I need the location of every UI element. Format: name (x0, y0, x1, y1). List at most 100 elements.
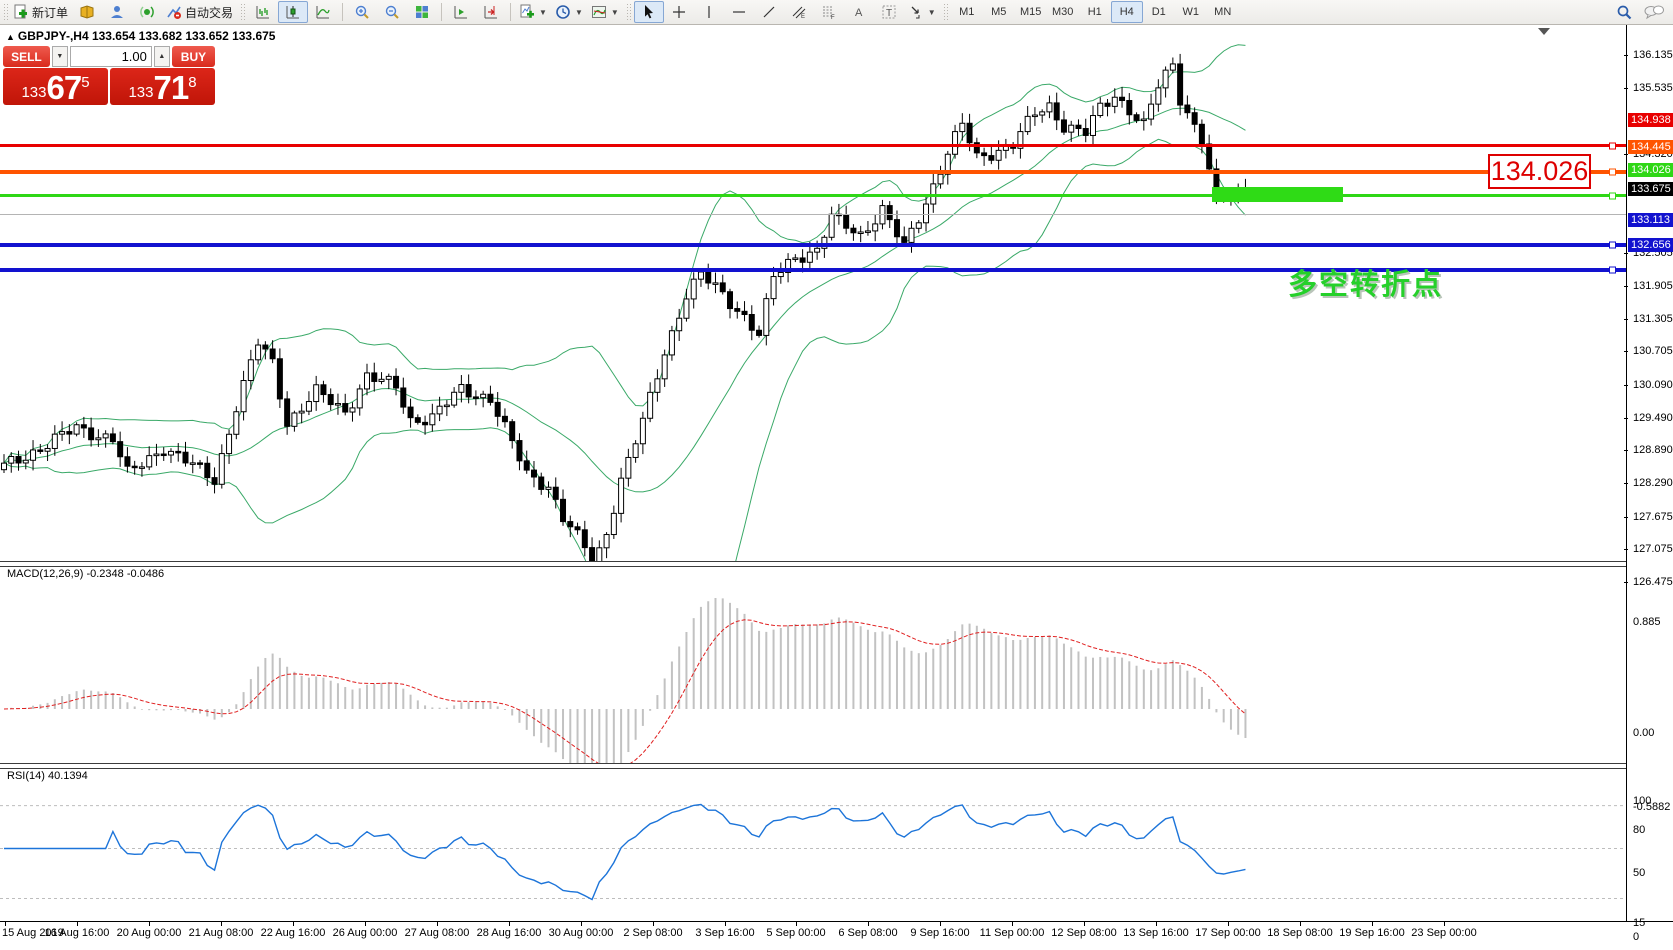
price-annotation-box[interactable]: 134.026 (1488, 154, 1591, 189)
timeframe-button-m30[interactable]: M30 (1052, 6, 1074, 18)
trendline-icon (763, 6, 775, 18)
sell-button[interactable]: SELL (3, 46, 50, 67)
candle (385, 373, 392, 390)
time-axis-label: 28 Aug 16:00 (476, 927, 542, 939)
candle (516, 433, 523, 471)
candle (1148, 93, 1155, 126)
horizontal-line-tool-button[interactable] (724, 1, 754, 23)
horizontal-line-object[interactable] (0, 214, 1626, 215)
equidistant-channel-tool-button[interactable]: E (784, 1, 814, 23)
text-label-tool-button[interactable]: T (874, 1, 904, 23)
candlestick-mode-button[interactable] (278, 1, 309, 23)
time-axis-tick (940, 922, 941, 926)
pane-splitter[interactable] (0, 763, 1673, 769)
zoom-in-button[interactable] (347, 1, 377, 23)
price-axis[interactable]: 136.135 135.535 134.320 132.505 131.905 131.3… (1624, 25, 1673, 921)
autotrading-button[interactable]: 自动交易 (162, 1, 237, 23)
line-chart-mode-button[interactable] (308, 1, 338, 23)
horizontal-line-icon (732, 11, 745, 13)
hline-anchor-handle[interactable] (1609, 241, 1616, 249)
turning-point-annotation[interactable]: 多空转折点 (1288, 269, 1444, 301)
time-axis-tick (868, 922, 869, 926)
zoom-out-button[interactable] (377, 1, 407, 23)
indicators-button[interactable]: ▼ (515, 1, 551, 23)
time-axis[interactable]: 15 Aug 2019 16 Aug 16:00 20 Aug 00:00 21 Au… (0, 921, 1673, 950)
price-axis-badge: 134.026 (1628, 163, 1673, 177)
rsi-axis-tick: 0 (1633, 931, 1640, 943)
buy-price-display[interactable]: 133 71 8 (110, 68, 215, 105)
horizontal-line-object[interactable] (0, 241, 1626, 249)
candle (189, 454, 196, 474)
bar-chart-mode-button[interactable] (248, 1, 278, 23)
cursor-tool-button[interactable] (633, 1, 664, 23)
chart-shift-marker-icon[interactable] (1538, 28, 1550, 35)
templates-caret-icon[interactable]: ▼ (610, 7, 619, 17)
periods-button[interactable]: ▼ (551, 1, 587, 23)
rsi-pane (0, 803, 1626, 901)
timeframe-button-m1[interactable]: M1 (959, 6, 975, 18)
timeframe-button-h4[interactable]: H4 (1110, 1, 1143, 23)
search-icon[interactable] (1616, 4, 1633, 21)
periods-caret-icon[interactable]: ▼ (574, 7, 583, 17)
timeframe-button-w1[interactable]: W1 (1182, 6, 1199, 18)
templates-button[interactable]: ▼ (587, 1, 623, 23)
candle (37, 443, 44, 455)
fibonacci-tool-button[interactable]: F (814, 1, 844, 23)
text-tool-button[interactable]: A (844, 1, 874, 23)
volume-decrease-button[interactable]: ▼ (51, 46, 68, 67)
candle (66, 424, 73, 445)
market-watch-button[interactable] (72, 1, 102, 23)
timeframe-button-h1[interactable]: H1 (1087, 6, 1102, 18)
hline-anchor-handle[interactable] (1609, 266, 1616, 274)
vertical-line-tool-button[interactable] (694, 1, 724, 23)
volume-increase-button[interactable]: ▲ (153, 46, 170, 67)
hline-anchor-handle[interactable] (1609, 142, 1616, 149)
horizontal-line-object[interactable] (0, 142, 1626, 149)
price-axis-badge: 134.445 (1628, 140, 1673, 154)
tile-windows-button[interactable] (407, 1, 437, 23)
timeframe-button-d1[interactable]: D1 (1151, 6, 1166, 18)
candle (1031, 107, 1038, 126)
hline-anchor-handle[interactable] (1609, 168, 1616, 176)
arrows-tool-button[interactable]: ▼ (904, 1, 940, 23)
price-axis-tick: 126.475 (1624, 576, 1673, 588)
timeframe-button-m15[interactable]: M15 (1020, 6, 1042, 18)
pane-splitter[interactable] (0, 561, 1673, 567)
candle (131, 460, 138, 475)
timeframe-button-mn[interactable]: MN (1214, 6, 1232, 18)
hline-anchor-handle[interactable] (1609, 192, 1616, 199)
price-axis-tick: 130.090 (1624, 379, 1673, 391)
candle (472, 390, 479, 406)
chat-icon[interactable] (1643, 4, 1665, 20)
sell-price-display[interactable]: 133 67 5 (3, 68, 108, 105)
trendline-tool-button[interactable] (754, 1, 784, 23)
price-axis-tick: 127.675 (1624, 511, 1673, 523)
indicators-caret-icon[interactable]: ▼ (539, 7, 547, 17)
rsi-axis-tick: 80 (1633, 824, 1646, 836)
horizontal-line-object[interactable] (0, 266, 1626, 274)
horizontal-line-object[interactable] (0, 168, 1626, 176)
new-order-button[interactable]: 新订单 (9, 1, 72, 23)
data-window-button[interactable] (102, 1, 132, 23)
panel-toggle-icon[interactable]: ▲ (6, 32, 15, 42)
candle (763, 293, 770, 346)
text-icon: A (855, 7, 863, 19)
candle (632, 440, 639, 463)
arrows-caret-icon[interactable]: ▼ (927, 7, 936, 17)
time-axis-tick (365, 922, 366, 926)
support-highlight-rectangle[interactable] (1212, 187, 1344, 203)
toolbar-drag-handle[interactable] (3, 3, 8, 21)
timeframe-button-m5[interactable]: M5 (991, 6, 1007, 18)
crosshair-tool-button[interactable] (664, 1, 694, 23)
buy-button[interactable]: BUY (171, 46, 215, 67)
time-axis-tick (293, 922, 294, 926)
chart-shift-button[interactable] (476, 1, 506, 23)
auto-scroll-button[interactable] (446, 1, 476, 23)
candle (247, 349, 254, 390)
horizontal-line-object[interactable] (0, 192, 1626, 199)
candle (218, 444, 225, 489)
volume-input[interactable] (69, 46, 152, 67)
candle (436, 396, 443, 422)
candle (843, 205, 850, 235)
signals-button[interactable] (132, 1, 162, 23)
